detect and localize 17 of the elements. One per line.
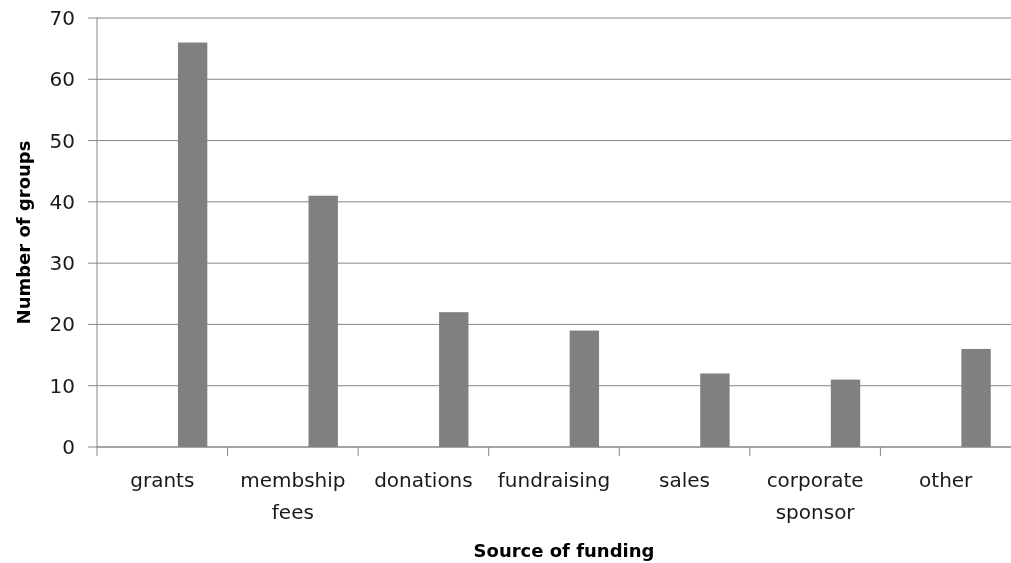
y-axis-title: Number of groups: [13, 140, 34, 325]
x-tick-label: sales: [659, 468, 711, 492]
y-tick-label: 0: [62, 435, 75, 459]
y-tick-label: 30: [49, 251, 75, 276]
y-tick-label: 60: [49, 67, 75, 92]
x-tick-label: grants: [130, 468, 195, 492]
x-tick-label: fundraising: [497, 468, 611, 492]
x-tick-label: donations: [374, 468, 473, 492]
x-axis-title: Source of funding: [473, 540, 655, 561]
y-tick-label: 50: [49, 128, 75, 153]
y-tick-label: 70: [49, 6, 75, 30]
y-tick-label: 40: [49, 189, 75, 214]
y-tick-label: 20: [49, 312, 75, 337]
y-tick-label: 10: [49, 373, 75, 398]
x-tick-label: membship fees: [240, 468, 346, 524]
x-tick-label: corporate sponsor: [766, 468, 864, 524]
x-tick-label: other: [919, 468, 974, 492]
